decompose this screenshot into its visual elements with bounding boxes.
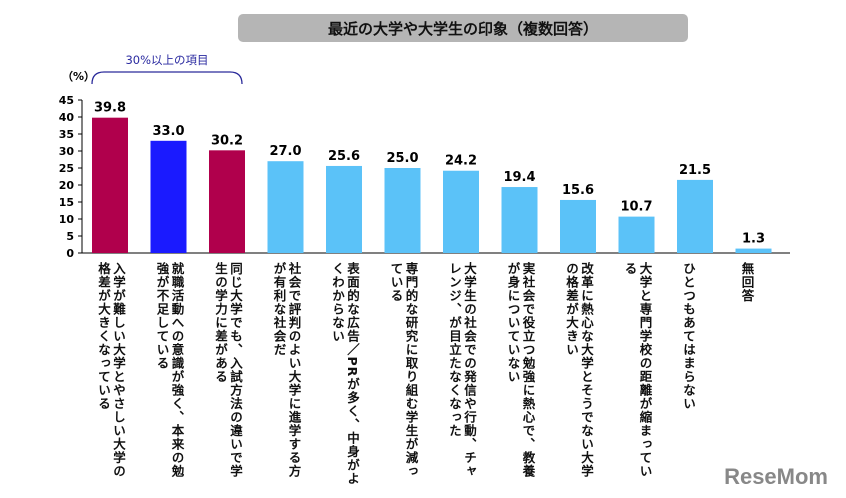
data-label: 25.6 — [328, 149, 360, 164]
y-tick-label: 30 — [59, 145, 75, 158]
bar — [267, 161, 304, 253]
category-label: 社会で評判のよい大学に進学する方が有利な社会だ — [271, 262, 302, 478]
category-label: 大学生の社会での発信や行動、チャレンジ、が目立たなくなった — [447, 262, 477, 478]
category-label: 大学と専門学校の距離が縮まっている — [622, 262, 653, 478]
data-label: 15.6 — [562, 183, 594, 198]
resemom-logo: ReseMom — [724, 464, 828, 489]
y-tick-label: 5 — [66, 230, 74, 243]
category-label: 入学が難しい大学とやさしい大学の格差が大きくなっている — [96, 262, 126, 478]
category-label: 就職活動への意識が強く、本来の勉強が不足している — [154, 262, 185, 478]
data-label: 19.4 — [503, 170, 535, 185]
data-label: 33.0 — [152, 124, 184, 139]
data-label: 21.5 — [679, 163, 711, 178]
category-label: 実社会で役立つ勉強に熱心で、教養が身についていない — [505, 262, 536, 478]
category-label: 同じ大学でも、入試方法の違いで学生の学力に差がある — [213, 262, 243, 478]
highlight-bracket — [91, 71, 243, 85]
bar — [209, 150, 245, 253]
chart-title: 最近の大学や大学生の印象（複数回答） — [238, 14, 688, 42]
bar — [618, 216, 655, 253]
annotation: 30%以上の項目 — [125, 53, 208, 67]
category-label: 表面的な広告／PRが多く、中身がよくわからない — [330, 262, 360, 486]
y-axis-label: （%） — [62, 70, 95, 83]
bar — [150, 140, 187, 253]
category-label: 専門的な研究に取り組む学生が減っている — [388, 262, 419, 478]
data-label: 24.2 — [445, 154, 477, 169]
y-tick-label: 40 — [59, 111, 75, 124]
y-tick-label: 20 — [59, 179, 75, 192]
bar — [677, 179, 713, 253]
bar — [443, 170, 479, 253]
category-label: ひとつもあてはまらない — [681, 262, 696, 411]
y-tick-label: 10 — [59, 213, 75, 226]
category-label: 無回答 — [739, 262, 755, 303]
data-label: 25.0 — [386, 151, 418, 166]
y-tick-label: 25 — [59, 162, 74, 175]
bar — [735, 248, 772, 253]
bar — [92, 117, 128, 254]
y-tick-label: 45 — [59, 94, 74, 107]
bar — [501, 187, 538, 253]
data-label: 10.7 — [620, 200, 652, 215]
y-tick-label: 0 — [66, 247, 74, 260]
y-tick-label: 15 — [59, 196, 74, 209]
y-tick-label: 35 — [59, 128, 74, 141]
bar — [384, 168, 421, 253]
bar — [326, 165, 362, 253]
bar — [560, 199, 596, 253]
data-label: 30.2 — [211, 133, 243, 148]
category-label: 改革に熱心な大学とそうでない大学の格差が大きい — [564, 262, 594, 478]
data-label: 1.3 — [742, 232, 765, 247]
data-label: 39.8 — [94, 101, 126, 116]
data-label: 27.0 — [269, 144, 301, 159]
